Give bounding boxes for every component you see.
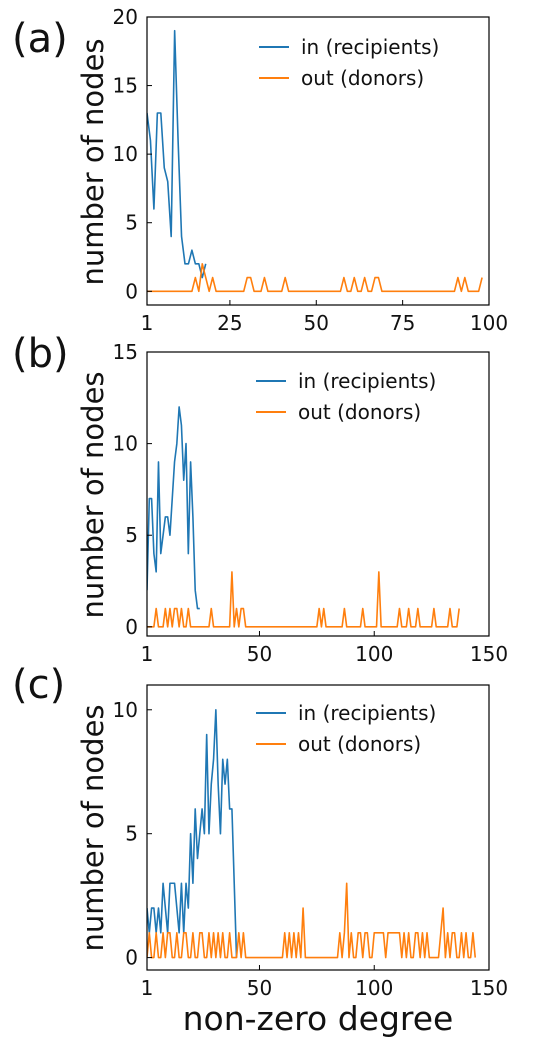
x-axis-title: non-zero degree [183, 999, 454, 1038]
y-tick-label: 20 [113, 5, 138, 29]
x-tick-label: 100 [470, 311, 508, 335]
chart-panel-a: (a) number of nodes 1 25 50 75 100 0 5 10 15 20 in (… [12, 5, 508, 335]
series-line-out [147, 263, 483, 293]
y-tick-label: 0 [125, 946, 138, 970]
x-tick-label: 100 [355, 976, 393, 1000]
legend: in (recipients) out (donors) [256, 369, 436, 424]
y-tick-label: 0 [125, 279, 138, 303]
x-tick-label: 25 [217, 311, 242, 335]
x-tick-label: 150 [470, 976, 508, 1000]
x-tick-label: 50 [247, 976, 272, 1000]
legend-label-out: out (donors) [301, 66, 424, 90]
x-tick-label: 1 [141, 642, 154, 666]
x-tick-label: 50 [247, 642, 272, 666]
legend: in (recipients) out (donors) [259, 35, 439, 90]
x-tick-label: 50 [304, 311, 329, 335]
plot-frame [146, 684, 490, 971]
y-axis-title: number of nodes [76, 38, 110, 285]
y-tick-label: 5 [125, 523, 138, 547]
y-tick-label: 15 [113, 74, 138, 98]
panel-label: (c) [12, 662, 65, 708]
y-tick-label: 10 [113, 432, 138, 456]
y-tick-label: 5 [125, 211, 138, 235]
y-tick-label: 15 [113, 340, 138, 364]
legend-label-in: in (recipients) [298, 369, 436, 393]
series-line-out [147, 882, 477, 959]
y-tick-label: 5 [125, 822, 138, 846]
x-tick-label: 75 [390, 311, 415, 335]
legend-label-out: out (donors) [298, 400, 421, 424]
y-axis-title: number of nodes [76, 704, 110, 951]
y-axis-title: number of nodes [76, 371, 110, 618]
series-line-in [147, 406, 200, 610]
plot-frame [146, 351, 490, 637]
plot-frame [146, 16, 490, 306]
legend-label-out: out (donors) [298, 732, 421, 756]
x-tick-label: 150 [470, 642, 508, 666]
y-tick-label: 0 [125, 615, 138, 639]
panel-label: (b) [12, 331, 69, 377]
panel-label: (a) [12, 16, 68, 62]
y-tick-label: 10 [113, 142, 138, 166]
x-tick-label: 100 [355, 642, 393, 666]
legend: in (recipients) out (donors) [256, 701, 436, 756]
x-tick-label: 1 [141, 311, 154, 335]
series-line-out [147, 571, 460, 628]
series-line-in [147, 708, 238, 958]
x-tick-label: 1 [141, 976, 154, 1000]
legend-label-in: in (recipients) [301, 35, 439, 59]
y-tick-label: 10 [113, 698, 138, 722]
legend-label-in: in (recipients) [298, 701, 436, 725]
series-line-in [147, 29, 207, 279]
